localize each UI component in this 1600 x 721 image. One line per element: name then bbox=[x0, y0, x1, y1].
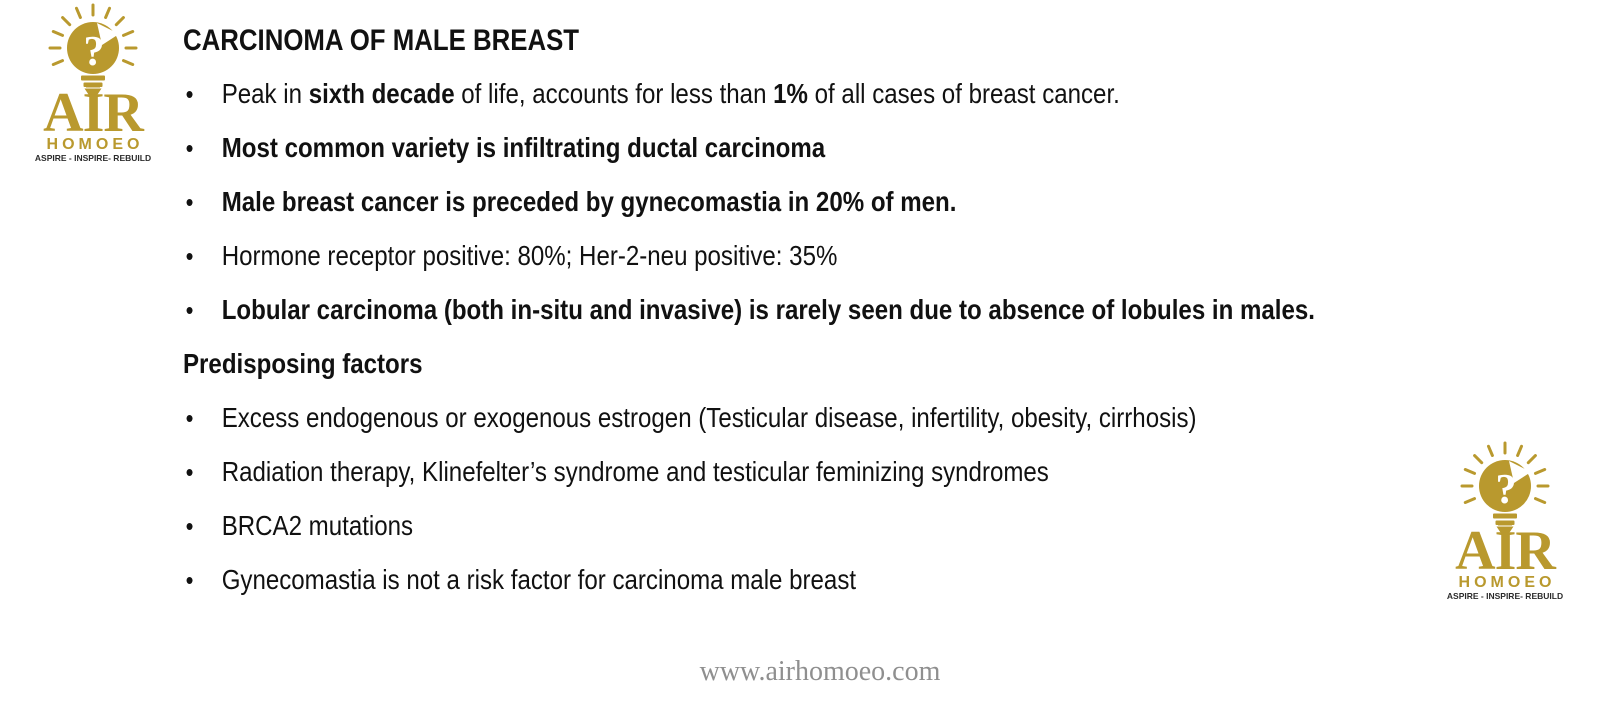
bullet-marker: • bbox=[185, 79, 194, 109]
logo-tagline: ASPIRE - INSPIRE- REBUILD bbox=[35, 153, 151, 163]
bullet-item: • BRCA2 mutations bbox=[183, 510, 1439, 542]
slide-title: CARCINOMA OF MALE BREAST bbox=[183, 24, 580, 57]
logo-acronym: AIR bbox=[1455, 520, 1556, 582]
bullet-item: • Lobular carcinoma (both in-situ and inv… bbox=[183, 294, 1439, 326]
logo-word: HOMOEO bbox=[1459, 574, 1556, 591]
bullet-marker: • bbox=[185, 511, 194, 541]
question-mark-glyph: ? bbox=[1496, 467, 1517, 513]
macron-bar-icon bbox=[86, 83, 100, 88]
bullet-item: • Excess endogenous or exogenous estrogen… bbox=[183, 402, 1439, 434]
section-heading: Predisposing factors bbox=[183, 349, 1439, 379]
bullet-text: Predisposing factors bbox=[183, 348, 423, 379]
slide-content: CARCINOMA OF MALE BREAST • Peak in sixth … bbox=[183, 24, 1439, 619]
face-cutout-icon bbox=[1509, 461, 1531, 483]
air-homoeo-logo: ? AIR HOMOEO ASPIRE - INSPIRE- REBUILD bbox=[35, 3, 151, 163]
slide-body-list: • Peak in sixth decade of life, accounts … bbox=[183, 78, 1439, 596]
bullet-text: Gynecomastia is not a risk factor for ca… bbox=[221, 564, 857, 595]
bullet-text: Lobular carcinoma (both in-situ and inva… bbox=[221, 294, 1315, 325]
bullet-item: • Most common variety is infiltrating duc… bbox=[183, 132, 1439, 164]
bullet-marker: • bbox=[185, 133, 194, 163]
bullet-marker: • bbox=[185, 565, 194, 595]
face-cutout-icon bbox=[97, 23, 119, 45]
bullet-text: Hormone receptor positive: 80%; Her-2-ne… bbox=[221, 240, 838, 271]
logo-acronym: AIR bbox=[43, 82, 144, 144]
bullet-marker: • bbox=[185, 295, 194, 325]
bullet-item: • Radiation therapy, Klinefelter’s syndro… bbox=[183, 456, 1439, 488]
air-homoeo-logo: ? AIR HOMOEO ASPIRE - INSPIRE- REBUILD bbox=[1447, 441, 1563, 601]
logo-left: ? AIR HOMOEO ASPIRE - INSPIRE- REBUILD bbox=[18, 2, 168, 164]
lightbulb-rays-icon bbox=[1460, 441, 1550, 504]
bullet-text: Peak in sixth decade of life, accounts f… bbox=[221, 78, 1120, 109]
bullet-text: BRCA2 mutations bbox=[221, 510, 414, 541]
lightbulb-rays-icon bbox=[48, 3, 138, 66]
bullet-item: • Hormone receptor positive: 80%; Her-2-n… bbox=[183, 240, 1439, 272]
bullet-marker: • bbox=[185, 403, 194, 433]
footer: www.airhomoeo.com bbox=[0, 656, 1600, 688]
footer-url: www.airhomoeo.com bbox=[699, 656, 941, 687]
bullet-item: • Gynecomastia is not a risk factor for c… bbox=[183, 564, 1439, 596]
bullet-text: Male breast cancer is preceded by gyneco… bbox=[221, 186, 957, 217]
bullet-marker: • bbox=[185, 241, 194, 271]
logo-tagline: ASPIRE - INSPIRE- REBUILD bbox=[1447, 591, 1563, 601]
bullet-text: Most common variety is infiltrating duct… bbox=[221, 132, 826, 163]
bullet-item: • Peak in sixth decade of life, accounts … bbox=[183, 78, 1439, 110]
question-mark-glyph: ? bbox=[84, 29, 105, 75]
bullet-item: • Male breast cancer is preceded by gynec… bbox=[183, 186, 1439, 218]
macron-bar-icon bbox=[1498, 521, 1512, 526]
bullet-text: Radiation therapy, Klinefelter’s syndrom… bbox=[221, 456, 1049, 487]
bullet-text: Excess endogenous or exogenous estrogen … bbox=[221, 402, 1197, 433]
logo-right: ? AIR HOMOEO ASPIRE - INSPIRE- REBUILD bbox=[1430, 440, 1580, 602]
bullet-marker: • bbox=[185, 457, 194, 487]
bullet-marker: • bbox=[185, 187, 194, 217]
logo-word: HOMOEO bbox=[47, 136, 144, 153]
